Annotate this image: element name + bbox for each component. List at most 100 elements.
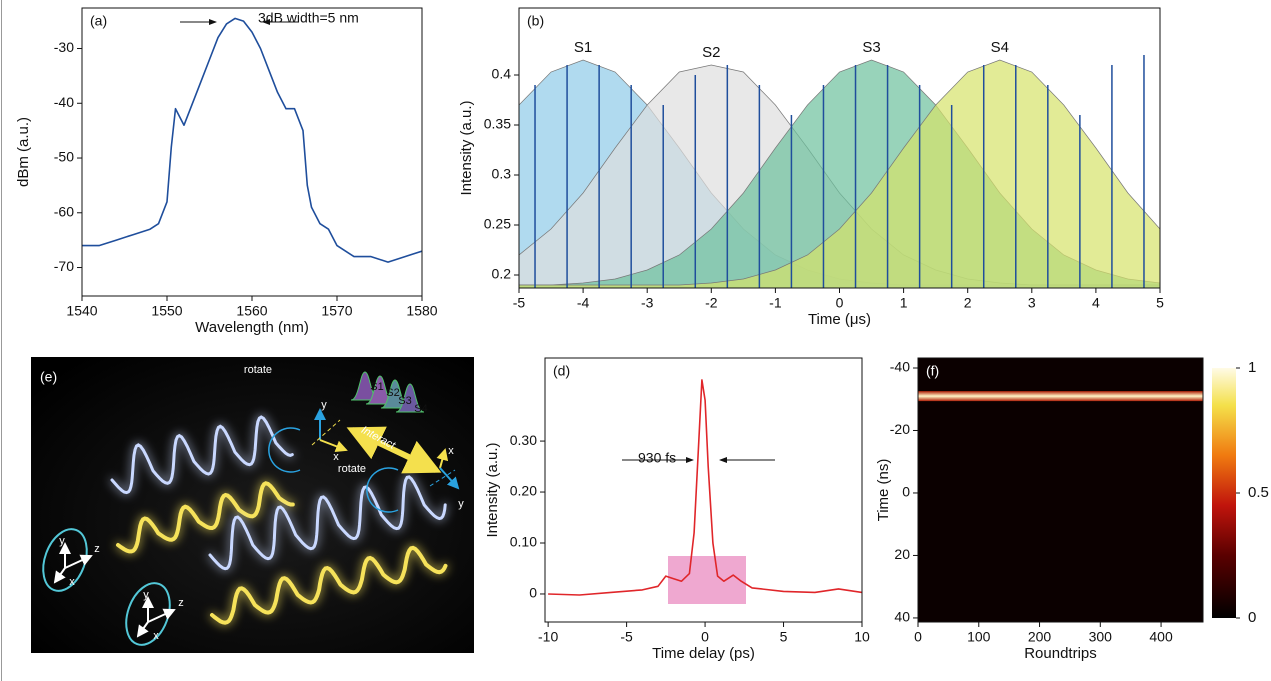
axis-arrow [436,448,449,469]
x-axis-label: Wavelength (nm) [195,319,309,336]
x-tick-label: 0 [701,629,709,645]
polarization-ellipse [125,582,171,646]
x-tick-label: 5 [1156,295,1164,311]
panel-label: (a) [90,13,107,29]
x-tick-label: -5 [513,295,526,311]
x-axis-label: Time (μs) [808,311,871,328]
illustration-label: y [143,589,149,601]
x-tick-label: 5 [780,629,788,645]
panel-label: (b) [527,13,544,29]
illustration-label: y [458,498,464,510]
annotation: 930 fs [638,450,676,466]
axis-arrow [439,467,460,490]
x-tick-label: 1550 [151,303,182,319]
axis-arrow [147,608,176,623]
y-tick-label: -30 [54,39,74,55]
y-tick-label: 0.2 [492,266,512,282]
x-tick-label: 10 [854,629,870,645]
panel-label: (d) [553,363,570,379]
x-tick-label: 4 [1092,295,1100,311]
y-tick-label: 0 [529,585,537,601]
plot-frame [917,357,1204,623]
y-tick-label: 0.35 [484,116,511,132]
polarization-ellipse [42,528,88,592]
x-tick-label: 1560 [236,303,267,319]
colorbar-tick-label: 0 [1248,609,1256,626]
series-label: S4 [991,39,1009,56]
illustration-label: S4 [414,403,427,415]
y-tick-label: 20 [894,546,910,562]
y-tick-label: 0.3 [492,166,512,182]
x-tick-label: 200 [1028,629,1052,645]
illustration-label: x [69,576,75,588]
dashed-axis [429,469,456,487]
pulse-trace [918,391,1203,402]
illustration-label: y [59,535,65,547]
illustration-label: z [178,597,184,609]
illustration-label: S3 [398,395,411,407]
y-tick-label: 40 [894,609,910,625]
heatmap-background [918,358,1203,622]
x-axis-label: Time delay (ps) [652,645,755,662]
illustration-label: rotate [244,364,272,376]
y-tick-label: 0.20 [510,483,537,499]
y-tick-label: -50 [54,149,74,165]
x-tick-label: 1580 [406,303,437,319]
pulse-icon [395,383,425,413]
x-tick-label: -5 [620,629,633,645]
colorbar [1212,368,1236,618]
light-wave [110,415,294,495]
y-axis-label: dBm (a.u.) [15,117,32,187]
axis-arrow [136,621,149,638]
colorbar-tick-label: 1 [1248,359,1256,376]
axis-arrow [64,554,93,569]
dashed-axis [311,419,341,446]
y-tick-label: 0.25 [484,216,511,232]
y-tick-label: -40 [890,359,910,375]
illustration-label: rotate [338,463,366,475]
annotation: 3dB width=5 nm [258,10,359,26]
illustration-label: z [94,543,100,555]
axis-arrow [319,439,348,453]
y-tick-label: 0.4 [492,66,512,82]
y-tick-label: 0.30 [510,432,537,448]
x-tick-label: 0 [836,295,844,311]
x-tick-label: 1540 [66,303,97,319]
y-tick-label: -60 [54,203,74,219]
illustration-label: S1 [370,381,383,393]
x-tick-label: 3 [1028,295,1036,311]
light-wave [210,545,448,625]
y-tick-label: -20 [890,421,910,437]
colorbar-tick-label: 0.5 [1248,484,1269,501]
interact-arrow [346,426,442,474]
x-tick-label: -10 [538,629,558,645]
highlight-region [668,556,746,604]
rotate-arc [268,427,301,473]
illustration-label: x [333,451,339,463]
illustration-label: x [153,630,159,642]
y-tick-label: 0.10 [510,534,537,550]
x-tick-label: 400 [1149,629,1173,645]
series-label: S1 [574,39,592,56]
axis-arrow [53,567,66,584]
y-axis-label: Intensity (a.u.) [484,442,501,537]
x-axis-label: Roundtrips [1024,645,1097,662]
illustration-label: y [321,399,327,411]
panel-label: (e) [40,369,57,385]
light-wave [116,481,295,554]
y-tick-label: 0 [902,484,910,500]
plot-frame [544,357,863,623]
y-axis-label: Time (ns) [875,459,892,522]
y-axis-label: Intensity (a.u.) [458,100,475,195]
x-tick-label: 0 [914,629,922,645]
x-tick-label: 1570 [321,303,352,319]
rotate-arc [366,467,399,513]
x-tick-label: 300 [1089,629,1113,645]
light-wave [208,475,447,571]
y-tick-label: -40 [54,94,74,110]
plot-frame [81,7,423,297]
y-tick-label: -70 [54,258,74,274]
series-label: S2 [702,44,720,61]
